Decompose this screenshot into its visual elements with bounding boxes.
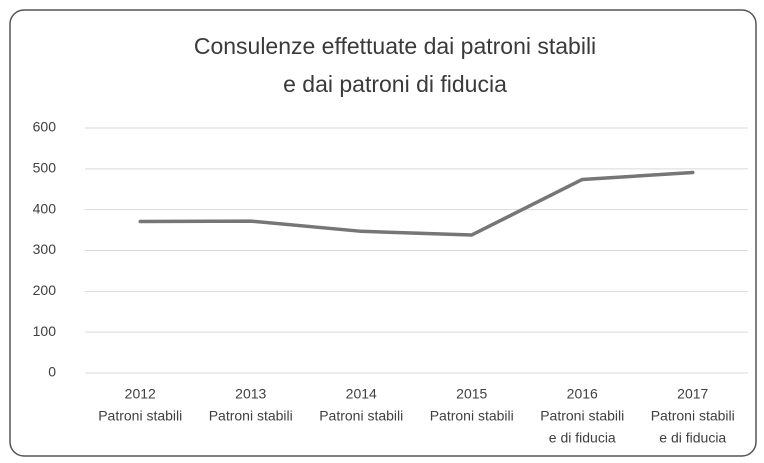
y-tick-label: 600 (33, 119, 57, 135)
x-tick-label: Patroni stabili (98, 408, 182, 424)
y-tick-label: 200 (33, 282, 57, 298)
chart-title: e dai patroni di fiducia (283, 71, 507, 97)
x-tick-label: Patroni stabili (651, 408, 735, 424)
data-line (138, 170, 695, 237)
x-tick-label: e di fiducia (659, 430, 726, 446)
x-tick-label: 2015 (456, 386, 487, 402)
x-tick-label: Patroni stabili (540, 408, 624, 424)
x-tick-label: Patroni stabili (430, 408, 514, 424)
chart-title: Consulenze effettuate dai patroni stabil… (194, 33, 596, 59)
x-tick-label: e di fiducia (549, 430, 616, 446)
x-tick-label: 2013 (235, 386, 266, 402)
y-tick-label: 0 (48, 364, 56, 380)
y-tick-label: 300 (33, 241, 57, 257)
x-tick-label: 2017 (677, 386, 708, 402)
x-tick-label: Patroni stabili (319, 408, 403, 424)
x-tick-label: 2014 (346, 386, 377, 402)
y-tick-label: 500 (33, 160, 57, 176)
x-tick-label: 2016 (567, 386, 598, 402)
y-tick-label: 400 (33, 200, 57, 216)
x-tick-label: Patroni stabili (209, 408, 293, 424)
y-tick-label: 100 (33, 323, 57, 339)
x-tick-label: 2012 (125, 386, 156, 402)
